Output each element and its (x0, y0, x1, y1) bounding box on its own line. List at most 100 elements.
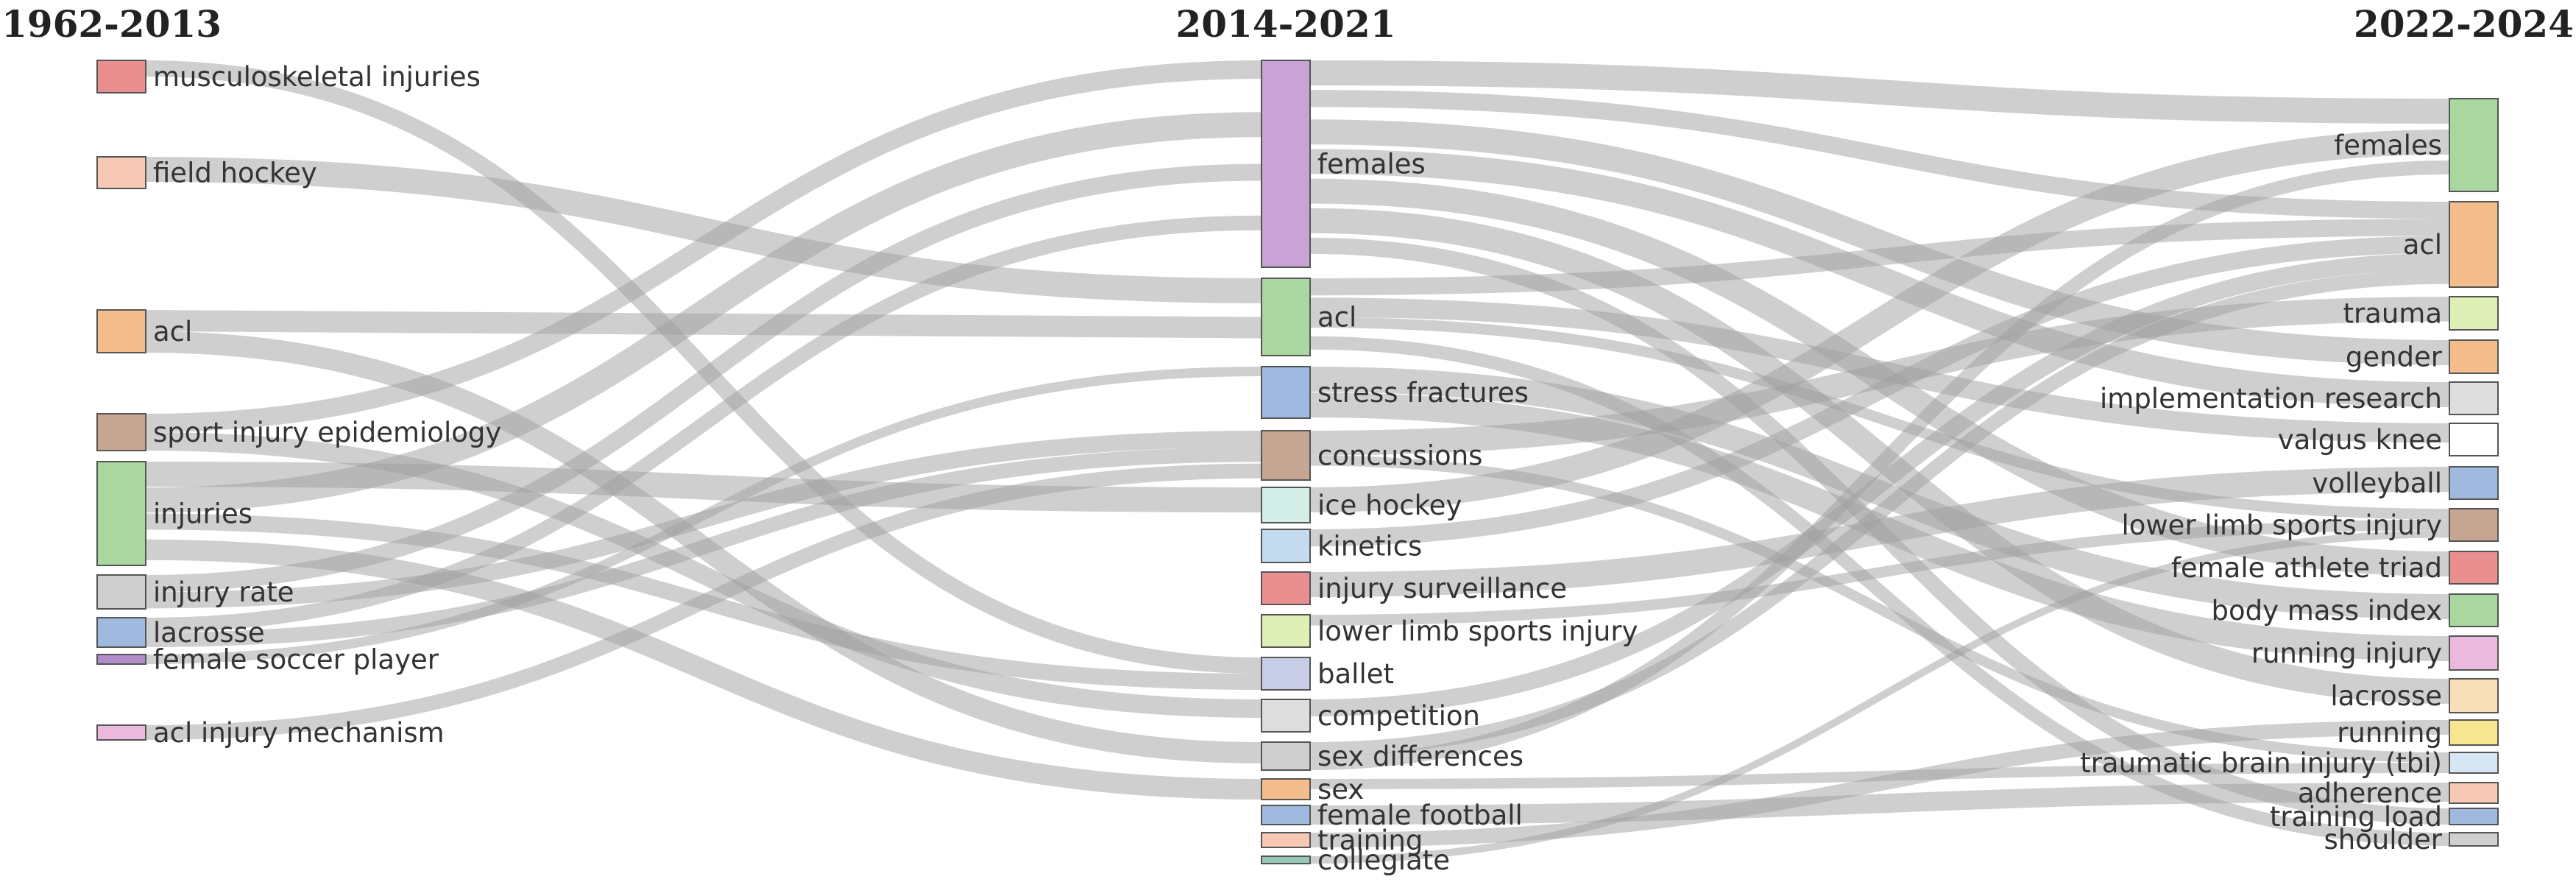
node-p2-female-football[interactable] (1261, 805, 1311, 825)
node-p3-running[interactable] (2449, 719, 2499, 746)
node-label-p2-concussions: concussions (1317, 440, 1482, 472)
node-p3-shoulder[interactable] (2449, 832, 2499, 847)
node-label-p1-female-soccer-player: female soccer player (153, 644, 439, 676)
node-p1-acl[interactable] (96, 309, 146, 353)
node-p2-acl[interactable] (1261, 278, 1311, 356)
node-label-p2-kinetics: kinetics (1317, 531, 1422, 562)
node-p2-ballet[interactable] (1261, 657, 1311, 691)
flow-35[interactable] (1309, 253, 2450, 717)
node-p2-sex[interactable] (1261, 778, 1311, 800)
node-label-p3-trauma: trauma (2343, 298, 2442, 330)
node-p1-acl-injury-mechanism[interactable] (96, 724, 146, 741)
period-title-p2: 2014-2021 (1175, 2, 1395, 46)
node-p2-lower-limb-sports-injury[interactable] (1261, 614, 1311, 648)
flow-25[interactable] (1309, 317, 2450, 520)
node-label-p1-lacrosse: lacrosse (153, 617, 265, 649)
flow-layer (145, 60, 2450, 864)
node-p3-gender[interactable] (2449, 339, 2499, 374)
node-label-p3-gender: gender (2346, 342, 2443, 373)
flow-39[interactable] (1309, 783, 2450, 825)
flow-14[interactable] (145, 367, 1262, 664)
node-label-p2-acl: acl (1317, 302, 1356, 334)
flow-0[interactable] (145, 60, 1262, 674)
flow-23[interactable] (1309, 219, 2450, 296)
node-p2-competition[interactable] (1261, 699, 1311, 733)
node-p2-injury-surveillance[interactable] (1261, 571, 1311, 605)
node-p1-injuries[interactable] (96, 461, 146, 566)
node-label-p1-sport-injury-epidemiology: sport injury epidemiology (153, 417, 501, 448)
flow-29[interactable] (1309, 297, 2450, 456)
flow-16[interactable] (1309, 60, 2450, 124)
node-p3-implementation-research[interactable] (2449, 381, 2499, 415)
node-label-p3-valgus-knee: valgus knee (2278, 424, 2442, 456)
node-label-p2-competition: competition (1317, 700, 1480, 732)
node-label-p3-females: females (2334, 130, 2442, 161)
node-p2-collegiate[interactable] (1261, 855, 1311, 864)
node-p3-lower-limb-sports-injury[interactable] (2449, 508, 2499, 542)
flow-5[interactable] (145, 432, 1262, 718)
flow-13[interactable] (145, 447, 1262, 647)
node-p3-acl[interactable] (2449, 201, 2499, 288)
flow-32[interactable] (1309, 236, 2450, 547)
flow-10[interactable] (145, 163, 1262, 592)
flow-12[interactable] (145, 215, 1262, 632)
node-label-p3-volleyball: volleyball (2313, 468, 2442, 499)
node-p3-female-athlete-triad[interactable] (2449, 551, 2499, 585)
node-p3-training-load[interactable] (2449, 808, 2499, 825)
node-p2-concussions[interactable] (1261, 430, 1311, 481)
node-p1-field-hockey[interactable] (96, 156, 146, 189)
node-p1-sport-injury-epidemiology[interactable] (96, 413, 146, 451)
node-label-p2-female-football: female football (1317, 800, 1523, 831)
node-p1-injury-rate[interactable] (96, 574, 146, 610)
flow-19[interactable] (1309, 149, 2450, 407)
flow-15[interactable] (145, 463, 1262, 740)
period-titles: 1962-2013 2014-2021 2022-2024 (1, 2, 2574, 46)
flow-7[interactable] (145, 112, 1262, 513)
node-p2-kinetics[interactable] (1261, 529, 1311, 563)
node-label-p2-sex-differences: sex differences (1317, 741, 1524, 772)
node-p3-traumatic-brain-injury-tbi[interactable] (2449, 752, 2499, 774)
period-title-p3: 2022-2024 (2354, 2, 2574, 46)
node-p1-musculoskeletal-injuries[interactable] (96, 60, 146, 94)
node-label-p1-acl-injury-mechanism: acl injury mechanism (153, 717, 445, 749)
flow-38[interactable] (1309, 763, 2450, 789)
node-p3-adherence[interactable] (2449, 782, 2499, 804)
flow-37[interactable] (1309, 160, 2450, 770)
node-p3-volleyball[interactable] (2449, 466, 2499, 500)
node-label-p2-sex: sex (1317, 774, 1364, 805)
node-p3-running-injury[interactable] (2449, 635, 2499, 671)
node-label-p1-musculoskeletal-injuries: musculoskeletal injuries (153, 61, 481, 93)
node-p1-female-soccer-player[interactable] (96, 654, 146, 665)
flow-1[interactable] (145, 157, 1262, 303)
node-label-p3-lacrosse: lacrosse (2330, 680, 2442, 712)
flow-26[interactable] (1309, 336, 2450, 846)
node-label-p3-traumatic-brain-injury-tbi: traumatic brain injury (tbi) (2080, 747, 2442, 779)
node-p3-trauma[interactable] (2449, 296, 2499, 331)
flow-18[interactable] (1309, 119, 2450, 365)
node-p2-females[interactable] (1261, 60, 1311, 268)
node-p3-females[interactable] (2449, 98, 2499, 192)
flow-33[interactable] (1309, 467, 2450, 597)
node-label-p2-stress-fractures: stress fractures (1317, 377, 1529, 409)
flow-34[interactable] (1309, 519, 2450, 626)
node-p3-body-mass-index[interactable] (2449, 593, 2499, 627)
flow-31[interactable] (1309, 130, 2450, 512)
node-label-p1-injury-rate: injury rate (153, 576, 294, 608)
node-label-p2-training: training (1317, 825, 1423, 856)
flow-40[interactable] (1309, 720, 2450, 847)
node-label-p3-lower-limb-sports-injury: lower limb sports injury (2122, 509, 2443, 541)
node-layer: musculoskeletal injuries field hockey acl s… (96, 60, 2499, 876)
flow-41[interactable] (1309, 530, 2450, 864)
node-label-p2-ballet: ballet (1317, 658, 1394, 690)
node-p3-lacrosse[interactable] (2449, 678, 2499, 713)
node-p2-ice-hockey[interactable] (1261, 487, 1311, 523)
node-p3-valgus-knee[interactable] (2449, 423, 2499, 456)
node-p2-training[interactable] (1261, 832, 1311, 848)
node-label-p3-female-athlete-triad: female athlete triad (2171, 552, 2442, 584)
node-p1-lacrosse[interactable] (96, 617, 146, 648)
node-p2-sex-differences[interactable] (1261, 741, 1311, 771)
node-label-p3-running-injury: running injury (2251, 638, 2442, 669)
flow-4[interactable] (145, 60, 1262, 432)
node-p2-stress-fractures[interactable] (1261, 366, 1311, 419)
